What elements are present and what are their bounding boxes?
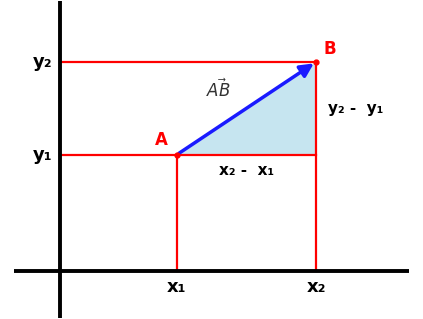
- Text: B: B: [323, 40, 336, 58]
- Text: $\vec{AB}$: $\vec{AB}$: [206, 79, 231, 101]
- Text: x₂ -  x₁: x₂ - x₁: [219, 163, 274, 178]
- Polygon shape: [177, 62, 316, 155]
- Text: y₂ -  y₁: y₂ - y₁: [328, 101, 383, 116]
- Text: x₁: x₁: [167, 278, 187, 296]
- Text: y₁: y₁: [33, 146, 52, 164]
- Text: y₂: y₂: [33, 53, 52, 71]
- Text: A: A: [155, 131, 168, 149]
- Text: x₂: x₂: [306, 278, 326, 296]
